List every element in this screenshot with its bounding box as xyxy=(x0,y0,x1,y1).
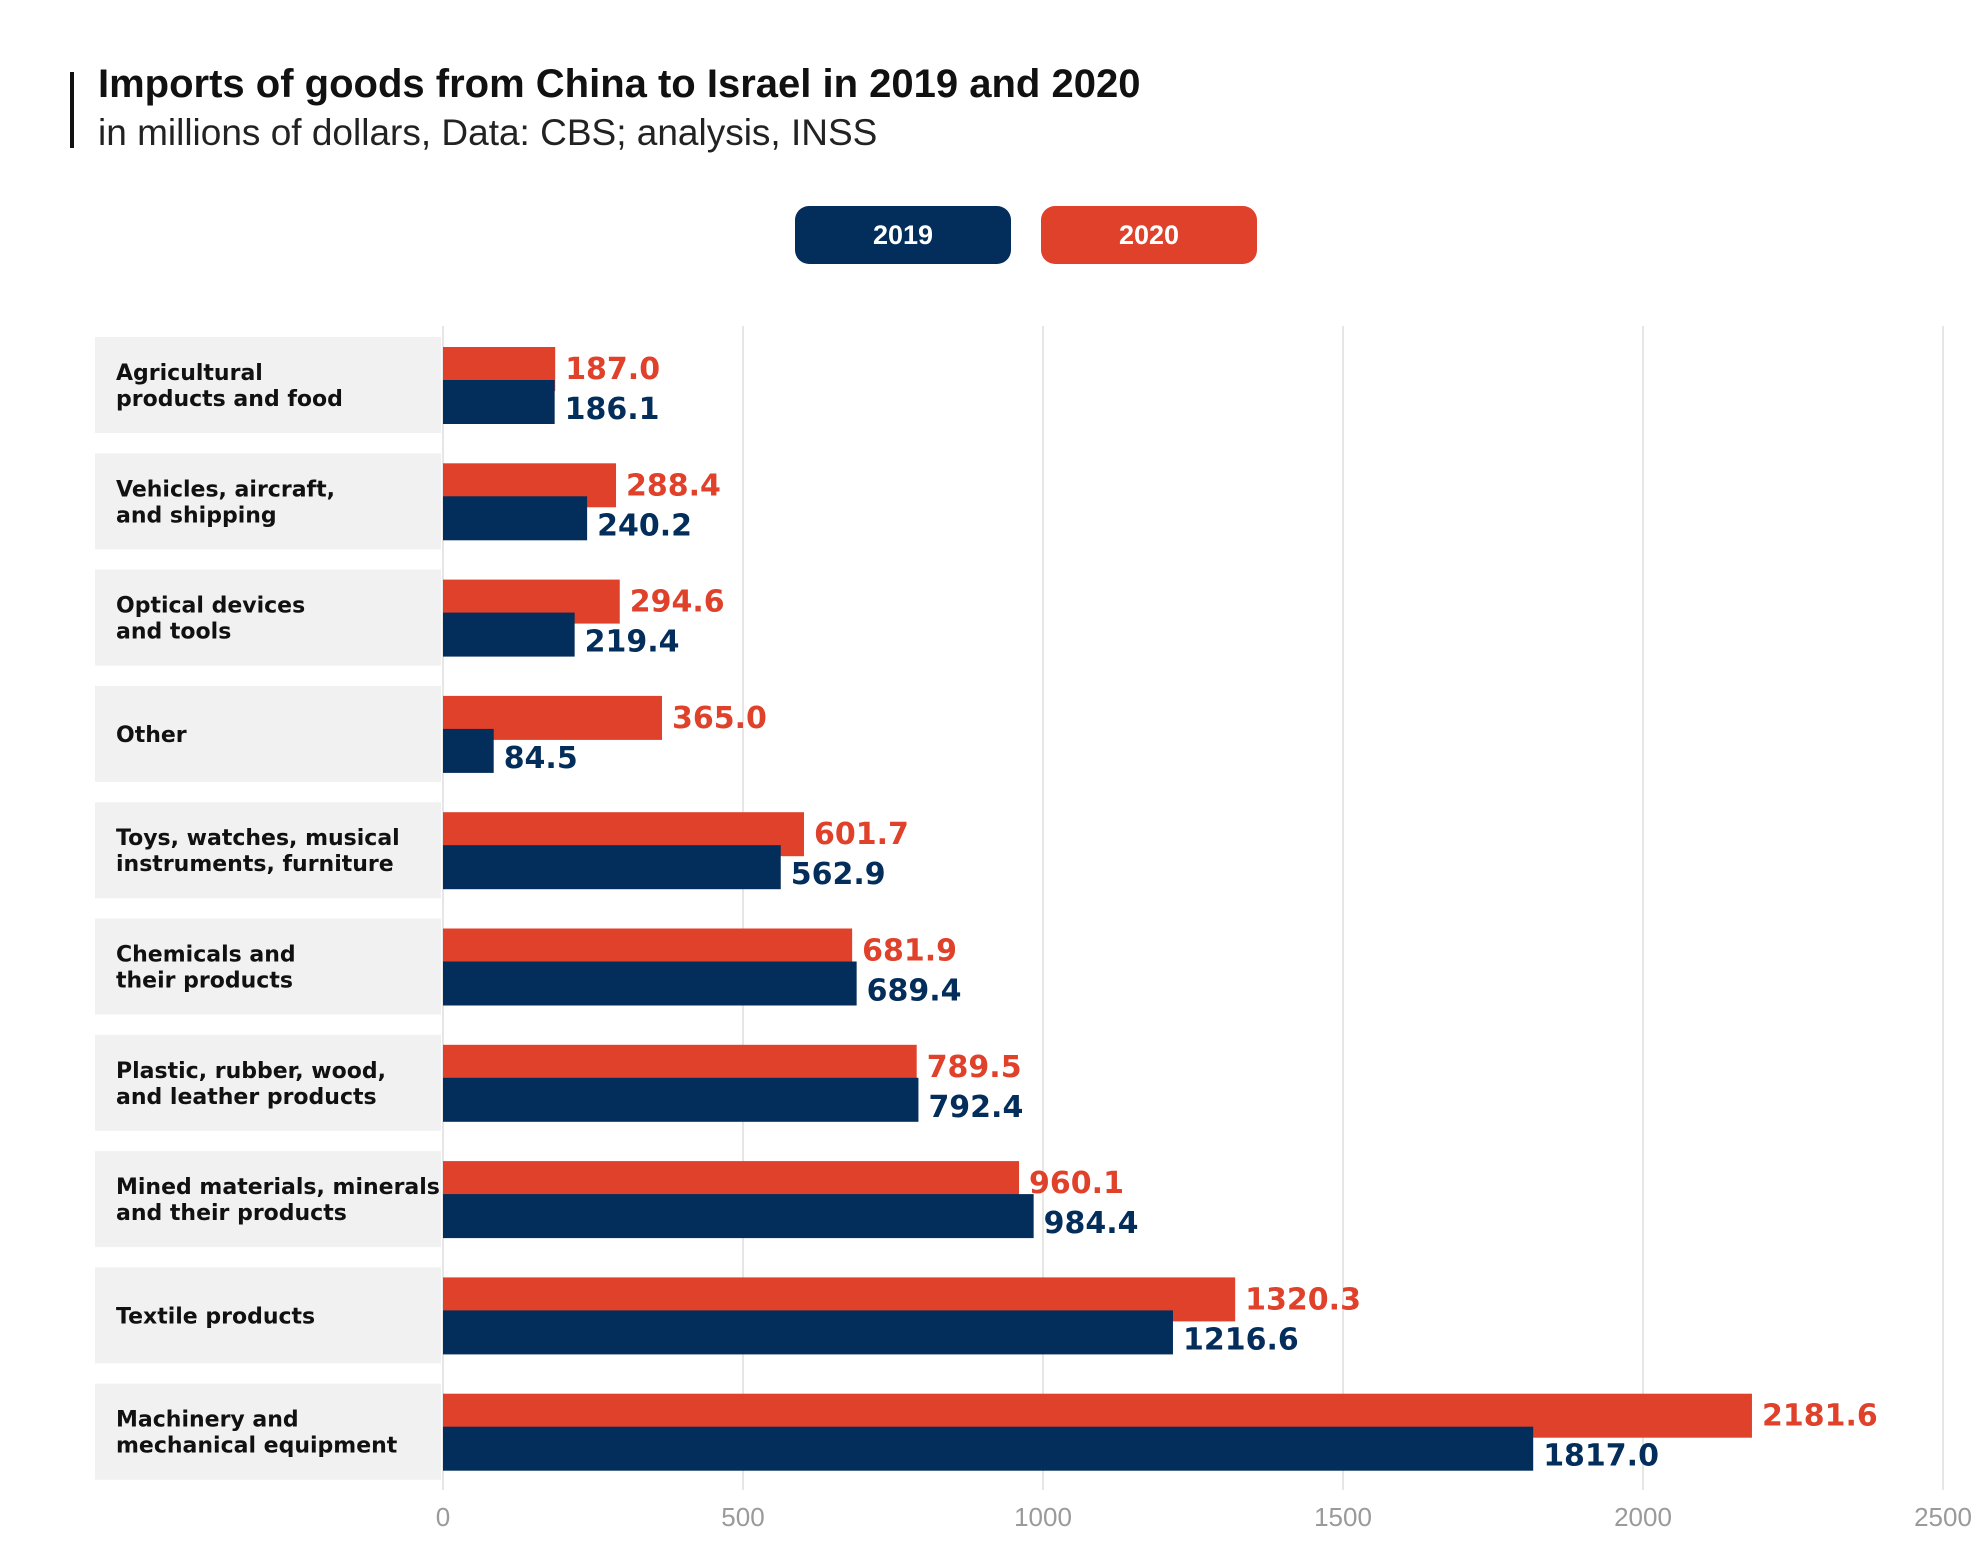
category-label-bg xyxy=(95,453,441,550)
category-label: Other xyxy=(116,723,187,748)
category-label: and their products xyxy=(116,1201,347,1226)
value-label-2019: 689.4 xyxy=(867,974,962,1009)
category-label-bg xyxy=(95,918,441,1015)
value-label-2019: 186.1 xyxy=(565,392,660,427)
category-label: Optical devices xyxy=(116,594,305,619)
category-label: Vehicles, aircraft, xyxy=(116,477,335,502)
value-label-2020: 2181.6 xyxy=(1762,1399,1878,1434)
category-label-bg xyxy=(95,1151,441,1248)
bar-2019 xyxy=(443,961,857,1006)
category-label: instruments, furniture xyxy=(116,852,394,877)
category-label-bg xyxy=(95,685,441,782)
value-label-2020: 288.4 xyxy=(626,468,721,503)
bar-2019 xyxy=(443,845,781,890)
value-label-2019: 562.9 xyxy=(791,857,886,892)
x-tick-label: 0 xyxy=(436,1502,450,1532)
bar-2019 xyxy=(443,612,575,657)
value-label-2019: 984.4 xyxy=(1044,1206,1139,1241)
bar-2019 xyxy=(443,1426,1534,1471)
chart-subtitle: in millions of dollars, Data: CBS; analy… xyxy=(98,112,878,153)
value-label-2020: 294.6 xyxy=(630,585,725,620)
bar-2019 xyxy=(443,1194,1034,1239)
category-label: and tools xyxy=(116,620,231,645)
value-label-2019: 84.5 xyxy=(504,741,578,776)
value-label-2020: 365.0 xyxy=(672,701,767,736)
value-label-2020: 789.5 xyxy=(927,1050,1022,1085)
bar-2019 xyxy=(443,728,494,773)
category-label: and shipping xyxy=(116,503,277,528)
bar-2019 xyxy=(443,1077,919,1122)
x-tick-label: 1000 xyxy=(1014,1502,1072,1532)
legend-item-2019[interactable]: 2019 xyxy=(795,206,1011,264)
value-label-2020: 681.9 xyxy=(862,934,957,969)
category-label-bg xyxy=(95,569,441,666)
value-label-2019: 1817.0 xyxy=(1543,1439,1659,1474)
value-label-2019: 792.4 xyxy=(928,1090,1023,1125)
bar-2019 xyxy=(443,1310,1173,1355)
category-label: their products xyxy=(116,969,293,994)
x-tick-label: 2000 xyxy=(1614,1502,1672,1532)
x-tick-label: 500 xyxy=(721,1502,764,1532)
category-label: Agricultural xyxy=(116,361,263,386)
category-label-bg xyxy=(95,1383,441,1480)
x-tick-label: 2500 xyxy=(1914,1502,1972,1532)
category-label: Machinery and xyxy=(116,1408,299,1433)
bar-2019 xyxy=(443,496,588,541)
chart-title: Imports of goods from China to Israel in… xyxy=(98,62,1141,106)
value-label-2019: 240.2 xyxy=(597,508,692,543)
category-label-bg xyxy=(95,1267,441,1364)
value-label-2019: 1216.6 xyxy=(1183,1322,1299,1357)
category-label: Textile products xyxy=(116,1304,315,1329)
value-label-2020: 187.0 xyxy=(565,352,660,387)
value-label-2020: 601.7 xyxy=(814,817,909,852)
x-tick-label: 1500 xyxy=(1314,1502,1372,1532)
category-label-bg xyxy=(95,802,441,899)
title-accent-bar xyxy=(70,72,74,148)
value-label-2019: 219.4 xyxy=(585,625,680,660)
value-label-2020: 960.1 xyxy=(1029,1166,1124,1201)
category-label-bg xyxy=(95,1034,441,1131)
category-label: and leather products xyxy=(116,1085,377,1110)
category-label: products and food xyxy=(116,387,343,412)
category-label-bg xyxy=(95,337,441,433)
category-label: mechanical equipment xyxy=(116,1434,398,1459)
category-label: Toys, watches, musical xyxy=(116,826,400,851)
legend-item-2020[interactable]: 2020 xyxy=(1041,206,1257,264)
category-label: Mined materials, minerals xyxy=(116,1175,440,1200)
bar-2019 xyxy=(443,380,555,424)
value-label-2020: 1320.3 xyxy=(1245,1282,1361,1317)
category-label: Chemicals and xyxy=(116,943,296,968)
category-label: Plastic, rubber, wood, xyxy=(116,1059,386,1084)
